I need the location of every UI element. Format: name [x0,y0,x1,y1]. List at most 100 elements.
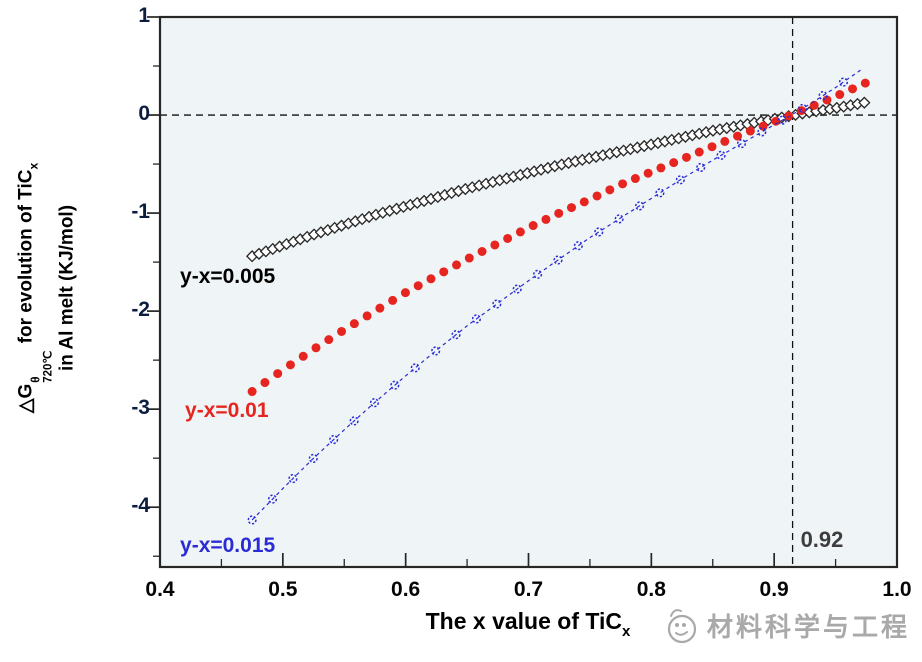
y-tick-label: 1 [138,4,150,27]
series-1-marker [273,369,283,379]
y-axis-label-text: for evolution of TiC [15,169,37,349]
delta-g-scripts: θ 720℃ [31,351,55,383]
series-2-marker [798,103,808,114]
delta-g-superscript: θ [30,376,43,383]
series-1-marker [630,174,640,184]
series-2-line [251,69,862,521]
series-1-marker [324,335,334,345]
series-2-marker [675,175,685,185]
series-2-marker [349,416,359,426]
series-2-marker [777,115,787,125]
series-2-marker [818,91,828,101]
y-tick-label: -3 [131,396,150,420]
series-2-marker [410,363,420,373]
x-axis-label: The x value of TiCx [426,608,631,640]
series-1-marker [566,203,576,213]
series-2-marker [267,494,278,504]
series-1-marker [426,274,436,284]
series-2-marker [512,284,522,294]
plot-border [158,15,899,569]
series-1-marker [707,142,717,152]
series-1-marker [681,152,691,162]
tic-subscript: x [26,162,41,170]
series-2-marker [655,188,665,198]
series-1-marker [733,131,743,141]
series-label-yx-0015: y-x=0.015 [180,534,276,558]
series-1-marker [528,221,538,231]
delta-g-symbol: △G [15,383,37,414]
series-0-marker [858,96,871,109]
x-tick-label: 0.7 [513,578,544,601]
series-1-marker [694,147,704,157]
series-1-marker [579,197,589,207]
y-tick-label: 0 [138,102,150,126]
series-2-marker [838,77,848,87]
series-1-marker [439,267,449,277]
delta-g-subscript: 720℃ [42,350,55,383]
series-2-marker [329,434,339,445]
series-1-marker [618,179,628,189]
series-1-marker [413,281,423,291]
y-tick-label: -1 [131,200,150,224]
series-1-marker [464,253,474,263]
series-2-marker [696,162,706,172]
series-2-marker [369,398,380,408]
series-1-marker [349,319,359,329]
series-1-marker [388,295,398,305]
series-1-marker [720,136,730,146]
series-1-marker [400,288,410,298]
series-1-marker [260,378,270,388]
series-1-marker [298,351,308,361]
series-1-marker [592,191,602,201]
series-2-marker [492,299,502,309]
x-tick-label: 1.0 [882,578,912,601]
watermark-logo-icon [667,609,697,644]
y-axis-label-line1: △G θ 720℃ for evolution of TiCx [14,163,55,413]
series-1-marker [362,311,372,321]
series-2-marker [247,515,257,525]
series-2-marker [431,346,441,356]
y-tick-label: -4 [131,494,150,518]
series-1-marker [835,90,845,100]
series-1-marker [554,208,564,218]
series-1-marker [247,387,257,397]
series-1-marker [515,227,525,237]
series-1-marker [745,126,755,136]
series-2-marker [634,201,645,211]
watermark: 材料科学与工程 [661,602,910,648]
series-1-marker [860,78,870,88]
series-2-marker [736,139,747,149]
series-1-marker [311,343,321,353]
series-2-marker [573,241,583,251]
x-axis-label-subscript: x [622,623,631,640]
x-tick-label: 0.6 [391,578,421,601]
plot-background [160,17,897,567]
x-tick-label: 0.5 [268,578,298,601]
series-2-marker [716,150,726,160]
vline-annotation-092: 0.92 [800,526,844,552]
series-1-marker [656,163,666,173]
series-label-yx-0005: y-x=0.005 [180,264,276,288]
y-tick-label: -2 [131,298,150,322]
series-2-marker [594,227,604,237]
series-1-marker [477,247,487,257]
series-2-marker [757,127,767,137]
x-tick-label: 0.9 [759,578,789,601]
series-1-marker [503,233,513,243]
x-tick-label: 0.4 [145,578,175,601]
series-2-marker [533,269,543,279]
series-2-marker [451,330,461,340]
series-1-marker [337,326,347,336]
series-2-marker [553,255,563,265]
series-2-marker [471,314,481,324]
series-1-marker [375,303,385,313]
x-axis-label-text: The x value of TiC [425,608,623,634]
series-1-marker [809,100,819,110]
series-1-marker [605,185,615,195]
x-tick-label: 0.8 [636,578,666,601]
series-1-marker [822,95,832,105]
series-2-marker [308,453,318,463]
y-axis-label: △G θ 720℃ for evolution of TiCx in Al melt… [14,163,81,413]
